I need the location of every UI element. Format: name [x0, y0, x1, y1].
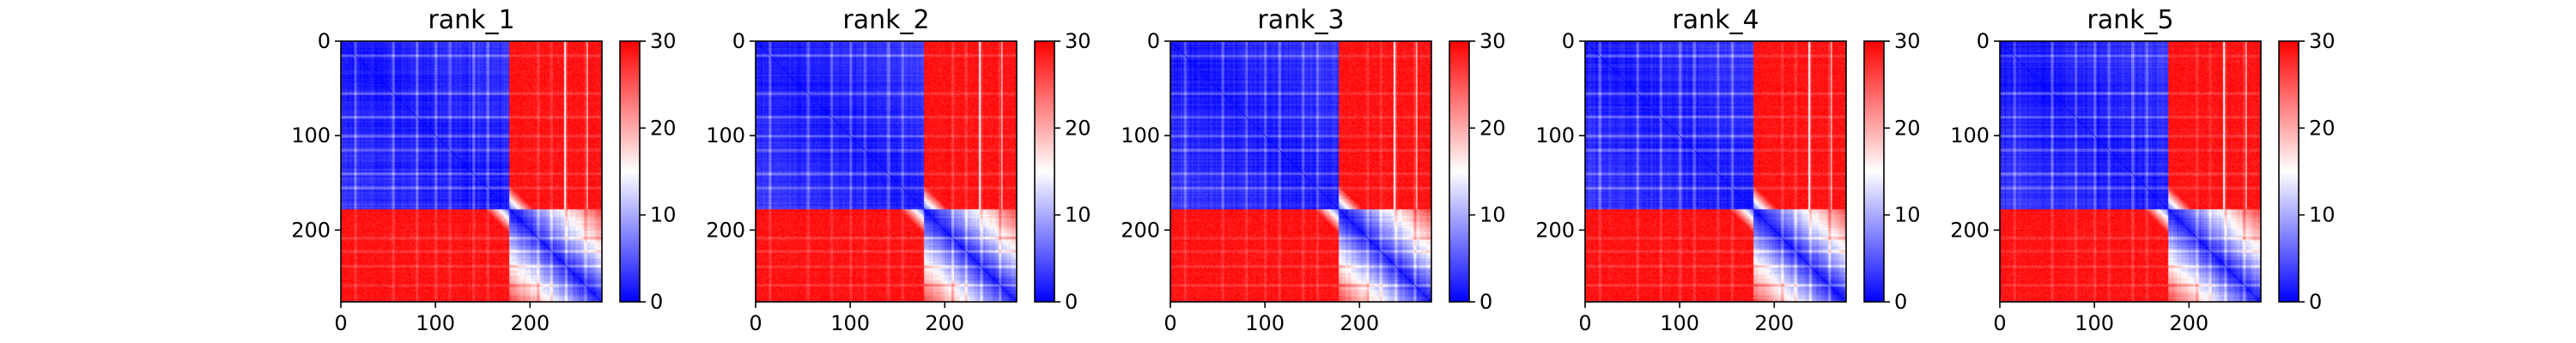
x-tick-label: 100 — [2075, 311, 2114, 335]
x-tick-label: 200 — [1754, 311, 1794, 335]
colorbar-tick-label: 10 — [2309, 203, 2336, 227]
panel-title: rank_1 — [428, 5, 514, 35]
colorbar-tick-label: 30 — [1065, 29, 1091, 53]
x-tick-label: 200 — [1340, 311, 1379, 335]
y-tick-label: 0 — [732, 29, 745, 53]
heatmap-panel-2: rank_2 0 100 200 0 100 200 0 10 20 30 — [706, 5, 1091, 335]
axes-frame — [340, 40, 603, 303]
x-tick-label: 0 — [1993, 311, 2006, 335]
x-tick-label: 0 — [334, 311, 347, 335]
colorbar — [620, 41, 640, 302]
heatmap-panel-1: rank_1 0 100 200 0 100 200 0 10 20 30 — [291, 5, 676, 335]
heatmap-image — [756, 41, 1017, 302]
heatmap-image — [1585, 41, 1846, 302]
x-tick-label: 0 — [1578, 311, 1591, 335]
x-tick-label: 200 — [925, 311, 964, 335]
colorbar-frame — [1449, 40, 1470, 303]
colorbar-tick-label: 10 — [1479, 203, 1506, 227]
pae-matrix-canvas — [1170, 41, 1431, 302]
colorbar-tick-label: 30 — [1894, 29, 1921, 53]
heatmap-image — [1170, 41, 1431, 302]
colorbar-frame — [2278, 40, 2300, 303]
y-tick-label: 100 — [1535, 123, 1575, 147]
colorbar-tick-label: 0 — [2309, 290, 2322, 314]
colorbar-tick-label: 0 — [650, 290, 663, 314]
x-tick-label: 0 — [1163, 311, 1176, 335]
y-tick-label: 0 — [1147, 29, 1160, 53]
y-tick-label: 0 — [1977, 29, 1990, 53]
colorbar-frame — [1863, 40, 1885, 303]
axes-frame — [1584, 40, 1847, 303]
colorbar-tick-label: 20 — [1479, 116, 1506, 140]
axes-frame — [1999, 40, 2262, 303]
colorbar-tick-label: 30 — [2309, 29, 2336, 53]
panel-title: rank_3 — [1257, 5, 1344, 35]
pae-matrix-canvas — [756, 41, 1017, 302]
x-tick-label: 100 — [416, 311, 455, 335]
y-tick-label: 100 — [706, 123, 745, 147]
heatmap-image — [341, 41, 602, 302]
colorbar-tick-label: 10 — [1065, 203, 1091, 227]
colorbar — [1035, 41, 1054, 302]
axes-frame — [755, 40, 1018, 303]
colorbar-tick-label: 10 — [650, 203, 677, 227]
x-tick-label: 100 — [830, 311, 870, 335]
heatmap-panel-4: rank_4 0 100 200 0 100 200 0 10 20 30 — [1535, 5, 1920, 335]
y-tick-label: 100 — [1121, 123, 1160, 147]
pae-matrix-canvas — [2000, 41, 2261, 302]
x-tick-label: 0 — [749, 311, 762, 335]
colorbar-tick-label: 0 — [1065, 290, 1078, 314]
y-tick-label: 100 — [291, 123, 331, 147]
y-tick-label: 0 — [1562, 29, 1575, 53]
heatmap-panel-3: rank_3 0 100 200 0 100 200 0 10 20 30 — [1121, 5, 1505, 335]
y-tick-label: 200 — [291, 218, 331, 242]
colorbar — [2279, 41, 2299, 302]
colorbar — [1449, 41, 1469, 302]
y-tick-label: 0 — [318, 29, 331, 53]
colorbar-tick-label: 20 — [650, 116, 677, 140]
panel-title: rank_2 — [842, 5, 929, 35]
x-tick-label: 200 — [510, 311, 550, 335]
y-tick-label: 200 — [1950, 218, 1990, 242]
colorbar-tick-label: 30 — [650, 29, 677, 53]
y-tick-label: 200 — [706, 218, 745, 242]
panel-title: rank_5 — [2087, 5, 2173, 35]
colorbar — [1864, 41, 1884, 302]
colorbar-tick-label: 20 — [1065, 116, 1091, 140]
colorbar-tick-label: 0 — [1479, 290, 1492, 314]
colorbar-frame — [1034, 40, 1055, 303]
heatmap-panel-5: rank_5 0 100 200 0 100 200 0 10 20 30 — [1950, 5, 2335, 335]
colorbar-tick-label: 0 — [1894, 290, 1907, 314]
pae-matrix-canvas — [1585, 41, 1846, 302]
y-tick-label: 100 — [1950, 123, 1990, 147]
axes-frame — [1170, 40, 1432, 303]
y-tick-label: 200 — [1535, 218, 1575, 242]
panel-title: rank_4 — [1672, 5, 1759, 35]
y-tick-label: 200 — [1121, 218, 1160, 242]
x-tick-label: 100 — [1660, 311, 1699, 335]
colorbar-tick-label: 20 — [1894, 116, 1921, 140]
colorbar-tick-label: 30 — [1479, 29, 1506, 53]
x-tick-label: 100 — [1245, 311, 1285, 335]
colorbar-tick-label: 10 — [1894, 203, 1921, 227]
colorbar-tick-label: 20 — [2309, 116, 2336, 140]
x-tick-label: 200 — [2169, 311, 2208, 335]
colorbar-frame — [619, 40, 641, 303]
pae-matrix-canvas — [341, 41, 602, 302]
heatmap-image — [2000, 41, 2261, 302]
